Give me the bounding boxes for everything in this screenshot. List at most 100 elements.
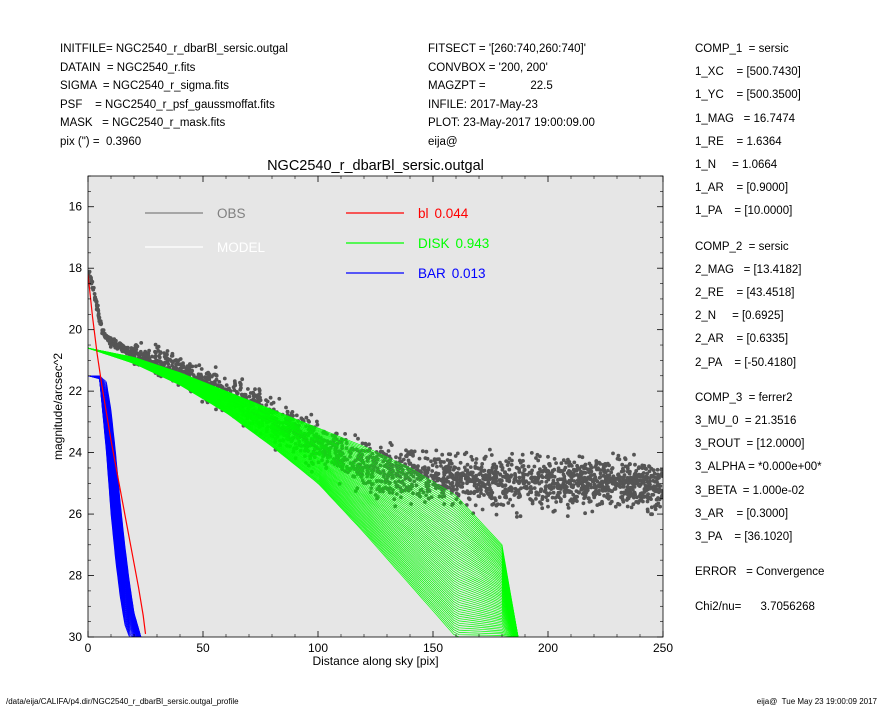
obs-point bbox=[213, 379, 217, 384]
obs-point bbox=[110, 342, 115, 347]
parameter-row: 2_AR = [0.6335] bbox=[695, 333, 789, 346]
obs-point bbox=[577, 490, 581, 495]
obs-point bbox=[535, 452, 540, 457]
obs-point bbox=[490, 490, 495, 495]
obs-point bbox=[551, 478, 556, 483]
obs-point bbox=[500, 482, 504, 487]
obs-point bbox=[465, 489, 470, 494]
obs-point bbox=[468, 491, 473, 495]
obs-point bbox=[451, 477, 456, 481]
obs-point bbox=[238, 380, 242, 385]
obs-point bbox=[632, 495, 636, 500]
obs-point bbox=[89, 281, 93, 286]
obs-point bbox=[360, 441, 365, 446]
header-line: CONVBOX = '200, 200' bbox=[428, 61, 548, 74]
obs-point bbox=[553, 508, 557, 513]
obs-point bbox=[197, 363, 202, 368]
obs-point bbox=[522, 467, 527, 472]
obs-point bbox=[490, 496, 495, 500]
obs-point bbox=[583, 466, 588, 471]
legend-label: BAR bbox=[418, 266, 446, 281]
obs-point bbox=[621, 469, 626, 473]
header-line: eija@ bbox=[428, 135, 458, 148]
obs-point bbox=[172, 367, 177, 371]
obs-point bbox=[478, 471, 483, 476]
obs-point bbox=[517, 470, 522, 474]
obs-point bbox=[529, 451, 534, 455]
obs-point bbox=[539, 487, 543, 492]
obs-point bbox=[503, 493, 508, 498]
obs-point bbox=[476, 466, 481, 471]
obs-point bbox=[443, 483, 447, 487]
obs-point bbox=[492, 462, 497, 467]
x-tick-label: 250 bbox=[653, 641, 673, 655]
parameter-row: 2_RE = [43.4518] bbox=[695, 287, 795, 299]
obs-point bbox=[429, 459, 433, 464]
obs-point bbox=[487, 473, 491, 478]
obs-point bbox=[474, 461, 478, 465]
obs-point bbox=[489, 453, 494, 457]
obs-point bbox=[610, 466, 615, 470]
obs-point bbox=[542, 489, 547, 494]
obs-point bbox=[551, 486, 556, 490]
obs-point bbox=[605, 461, 610, 466]
obs-point bbox=[557, 495, 561, 500]
obs-point bbox=[617, 502, 622, 507]
obs-point bbox=[605, 495, 609, 500]
obs-point bbox=[235, 391, 239, 395]
obs-point bbox=[404, 454, 409, 459]
obs-point bbox=[544, 480, 549, 484]
obs-point bbox=[556, 466, 561, 471]
obs-point bbox=[490, 476, 495, 481]
obs-point bbox=[467, 478, 472, 482]
obs-point bbox=[509, 486, 514, 491]
data-layer bbox=[88, 269, 663, 637]
obs-point bbox=[289, 411, 294, 416]
parameter-row: 1_N = 1.0664 bbox=[695, 159, 778, 171]
obs-point bbox=[412, 449, 417, 454]
obs-point bbox=[432, 458, 437, 463]
obs-point bbox=[626, 485, 630, 490]
parameter-row: 3_ROUT = [12.0000] bbox=[695, 438, 805, 451]
obs-point bbox=[463, 474, 468, 478]
obs-point bbox=[441, 466, 446, 471]
obs-point bbox=[654, 489, 658, 494]
obs-point bbox=[431, 476, 436, 481]
obs-point bbox=[653, 485, 657, 490]
header-line: SIGMA = NGC2540_r_sigma.fits bbox=[60, 80, 230, 93]
obs-point bbox=[442, 472, 447, 477]
obs-point bbox=[613, 504, 618, 509]
obs-point bbox=[217, 380, 222, 384]
obs-point bbox=[434, 476, 439, 481]
obs-point bbox=[440, 452, 445, 457]
obs-point bbox=[450, 480, 455, 485]
obs-point bbox=[507, 456, 512, 461]
obs-point bbox=[465, 481, 469, 486]
y-tick-label: 26 bbox=[69, 507, 83, 521]
obs-point bbox=[363, 441, 368, 446]
obs-point bbox=[490, 466, 495, 470]
obs-point bbox=[647, 486, 652, 491]
parameter-row: 3_ALPHA = *0.000e+00* bbox=[695, 461, 822, 474]
parameter-row: ERROR = Convergence bbox=[695, 566, 825, 579]
obs-point bbox=[94, 303, 99, 308]
obs-point bbox=[506, 460, 511, 465]
obs-point bbox=[212, 372, 216, 377]
obs-point bbox=[479, 487, 483, 492]
obs-point bbox=[498, 478, 503, 482]
obs-point bbox=[147, 358, 152, 362]
obs-point bbox=[495, 502, 500, 507]
parameter-row: 1_RE = 1.6364 bbox=[695, 135, 782, 148]
obs-point bbox=[594, 460, 599, 465]
obs-point bbox=[224, 383, 229, 387]
obs-point bbox=[609, 470, 614, 475]
obs-point bbox=[480, 462, 485, 466]
obs-point bbox=[547, 485, 552, 490]
obs-point bbox=[456, 466, 461, 471]
obs-point bbox=[515, 515, 519, 519]
obs-point bbox=[257, 387, 262, 391]
obs-point bbox=[493, 481, 498, 486]
obs-point bbox=[285, 409, 290, 414]
y-tick-label: 20 bbox=[69, 323, 83, 337]
obs-point bbox=[399, 452, 403, 457]
